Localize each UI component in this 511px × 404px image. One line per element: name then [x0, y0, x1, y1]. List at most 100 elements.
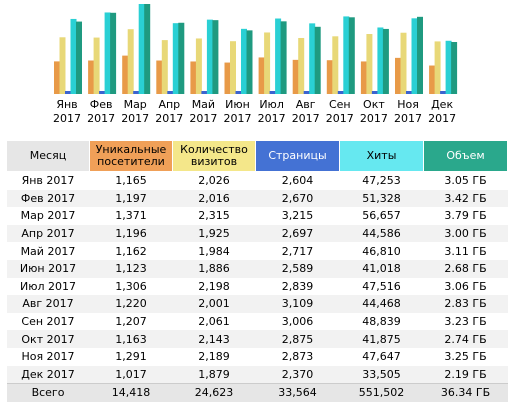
- bar-pages: [133, 91, 140, 94]
- table-row: Май 2017 1,162 1,984 2,717 46,810 3.11 ГБ: [6, 242, 508, 260]
- bar-pages: [235, 91, 242, 94]
- bar-visits: [434, 41, 441, 94]
- cell-pages: 3,215: [255, 207, 340, 225]
- bar-volume: [212, 20, 219, 94]
- chart-tick-label: Апр 2017: [155, 98, 184, 125]
- chart-tick-label: Мар 2017: [121, 98, 150, 125]
- bar-visits: [400, 32, 407, 94]
- cell-month: Фев 2017: [6, 189, 90, 208]
- header-volume: Объем: [423, 140, 508, 172]
- cell-unique: 1,196: [89, 224, 173, 243]
- table-row: Янв 2017 1,165 2,026 2,604 47,253 3.05 ГБ: [6, 171, 508, 190]
- cell-unique: 1,207: [89, 312, 173, 331]
- bar-unique: [88, 60, 95, 94]
- bar-volume: [451, 41, 458, 94]
- chart-tick-label: Фев 2017: [87, 98, 116, 125]
- bar-visits: [161, 40, 168, 94]
- cell-volume: 2.83 ГБ: [423, 295, 508, 313]
- cell-visits: 2,016: [172, 189, 256, 208]
- cell-hits: 44,468: [339, 295, 424, 313]
- cell-visits: 1,879: [172, 365, 256, 384]
- total-hits: 551,502: [339, 383, 424, 402]
- bar-visits: [298, 37, 305, 94]
- cell-visits: 2,001: [172, 295, 256, 313]
- bar-volume: [178, 22, 185, 94]
- bar-visits: [366, 34, 373, 94]
- cell-unique: 1,017: [89, 365, 173, 384]
- cell-pages: 2,839: [255, 277, 340, 296]
- cell-pages: 3,109: [255, 295, 340, 313]
- total-label: Всего: [6, 383, 90, 402]
- total-volume: 36.34 ГБ: [423, 383, 508, 402]
- bar-volume: [144, 4, 151, 94]
- cell-pages: 2,589: [255, 259, 340, 278]
- cell-volume: 2.74 ГБ: [423, 330, 508, 348]
- bar-unique: [156, 60, 163, 94]
- chart-tick-label: Авг 2017: [291, 98, 320, 125]
- cell-month: Июл 2017: [6, 277, 90, 296]
- cell-pages: 2,717: [255, 242, 340, 260]
- cell-visits: 2,198: [172, 277, 256, 296]
- total-unique: 14,418: [89, 383, 173, 402]
- table-row: Июл 2017 1,306 2,198 2,839 47,516 3.06 ГБ: [6, 277, 508, 296]
- bar-hits: [138, 4, 145, 94]
- bar-volume: [246, 30, 253, 94]
- cell-visits: 2,315: [172, 207, 256, 225]
- cell-hits: 46,810: [339, 242, 424, 260]
- chart-tick-label: Июл 2017: [257, 98, 286, 125]
- bar-unique: [224, 62, 231, 94]
- header-visits: Количество визитов: [172, 140, 256, 172]
- cell-month: Сен 2017: [6, 312, 90, 331]
- bar-unique: [429, 65, 436, 94]
- cell-pages: 2,873: [255, 347, 340, 366]
- table-row: Мар 2017 1,371 2,315 3,215 56,657 3.79 ГБ: [6, 207, 508, 225]
- bar-hits: [172, 23, 179, 95]
- table-row: Сен 2017 1,207 2,061 3,006 48,839 3.23 ГБ: [6, 312, 508, 331]
- header-pages: Страницы: [255, 140, 340, 172]
- bar-volume: [76, 21, 82, 95]
- bar-hits: [206, 19, 213, 94]
- table-row: Дек 2017 1,017 1,879 2,370 33,505 2.19 ГБ: [6, 365, 508, 384]
- chart-tick-label: Май 2017: [189, 98, 218, 125]
- cell-volume: 3.11 ГБ: [423, 242, 508, 260]
- cell-visits: 2,143: [172, 330, 256, 348]
- cell-visits: 1,886: [172, 259, 256, 278]
- bar-volume: [417, 16, 423, 94]
- header-hits: Хиты: [339, 140, 424, 172]
- bar-pages: [65, 91, 71, 94]
- bar-visits: [93, 37, 100, 94]
- cell-pages: 2,370: [255, 365, 340, 384]
- bar-pages: [99, 91, 106, 94]
- cell-visits: 1,925: [172, 224, 256, 243]
- cell-visits: 2,189: [172, 347, 256, 366]
- bar-hits: [241, 28, 247, 94]
- cell-unique: 1,162: [89, 242, 173, 260]
- cell-month: Дек 2017: [6, 365, 90, 384]
- cell-visits: 1,984: [172, 242, 256, 260]
- bar-hits: [70, 18, 77, 95]
- cell-volume: 3.00 ГБ: [423, 224, 508, 243]
- table-total-row: Всего 14,418 24,623 33,564 551,502 36.34…: [6, 383, 508, 402]
- monthly-bar-chart: [54, 4, 458, 95]
- cell-pages: 2,604: [255, 171, 340, 190]
- bar-volume: [382, 28, 389, 94]
- table-header-row: Месяц Уникальные посетители Количество виз…: [6, 140, 508, 172]
- bar-visits: [59, 37, 66, 94]
- bar-unique: [395, 57, 401, 94]
- chart-tick-label: Янв 2017: [53, 98, 81, 125]
- bar-pages: [201, 91, 208, 94]
- cell-volume: 2.19 ГБ: [423, 365, 508, 384]
- cell-hits: 41,018: [339, 259, 424, 278]
- bar-visits: [332, 36, 339, 94]
- table-row: Апр 2017 1,196 1,925 2,697 44,586 3.00 ГБ: [6, 224, 508, 243]
- bar-pages: [303, 91, 310, 94]
- chart-tick-label: Ноя 2017: [394, 98, 422, 125]
- cell-volume: 3.06 ГБ: [423, 277, 508, 296]
- cell-unique: 1,197: [89, 189, 173, 208]
- header-month: Месяц: [6, 140, 90, 172]
- bar-pages: [406, 91, 412, 94]
- bar-volume: [348, 17, 355, 94]
- bar-visits: [127, 29, 134, 95]
- cell-volume: 3.25 ГБ: [423, 347, 508, 366]
- cell-month: Мар 2017: [6, 207, 90, 225]
